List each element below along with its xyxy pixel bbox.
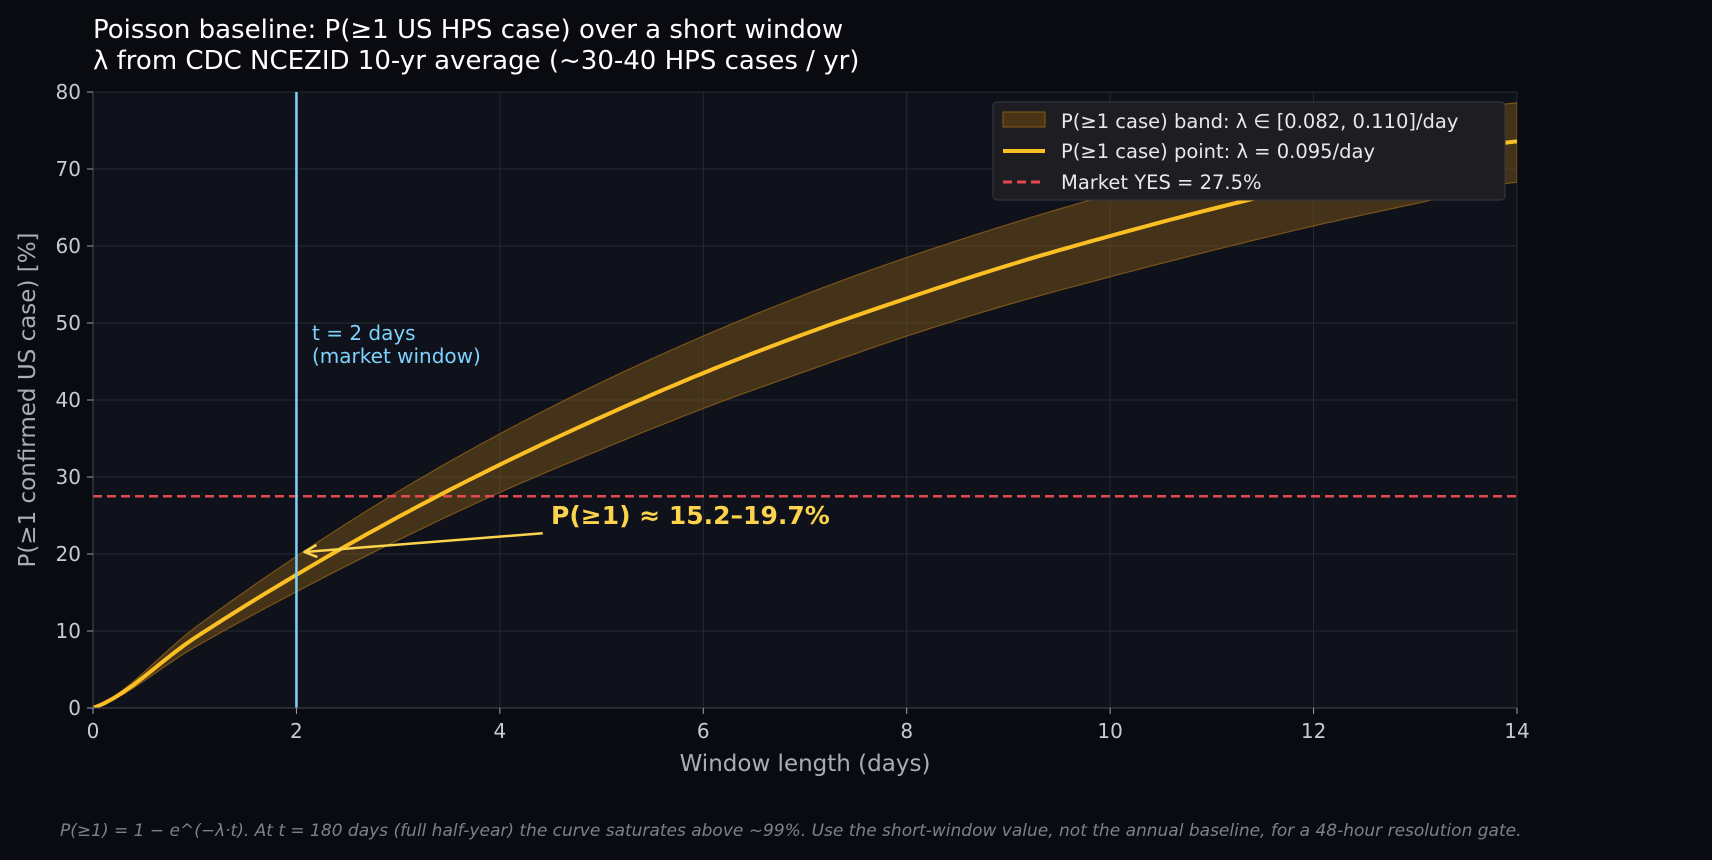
vline-label-line1: t = 2 days (312, 321, 416, 345)
x-tick-label: 6 (697, 719, 710, 743)
x-tick-label: 8 (900, 719, 913, 743)
legend-box (992, 101, 1506, 201)
y-tick-label: 80 (56, 80, 81, 104)
band-layer (93, 102, 1517, 708)
legend-label-band: P(≥1 case) band: λ ∈ [0.082, 0.110]/day (1061, 110, 1458, 133)
legend-label-point: P(≥1 case) point: λ = 0.095/day (1061, 140, 1375, 163)
y-tick-label: 40 (56, 388, 81, 412)
vline-label-line2: (market window) (312, 344, 481, 368)
annotation-arrow (304, 531, 543, 554)
legend: P(≥1 case) band: λ ∈ [0.082, 0.110]/day … (992, 101, 1506, 201)
x-tick-label: 0 (87, 719, 100, 743)
chart-title: Poisson baseline: P(≥1 US HPS case) over… (93, 15, 843, 45)
y-tick-label: 20 (56, 542, 81, 566)
x-tick-label: 10 (1097, 719, 1122, 743)
x-axis-label: Window length (days) (680, 751, 931, 777)
annotation (303, 531, 543, 559)
y-tick-label: 60 (56, 234, 81, 258)
chart-subtitle: λ from CDC NCEZID 10-yr average (~30-40 … (93, 46, 859, 76)
y-tick-label: 10 (56, 619, 81, 643)
legend-label-market: Market YES = 27.5% (1061, 171, 1262, 194)
y-axis-label: P(≥1 confirmed US case) [%] (15, 232, 41, 567)
x-tick-label: 14 (1504, 719, 1529, 743)
y-tick-label: 30 (56, 465, 81, 489)
y-tick-label: 50 (56, 311, 81, 335)
x-tick-label: 12 (1301, 719, 1326, 743)
x-tick-label: 4 (493, 719, 506, 743)
annotation-text: P(≥1) ≈ 15.2–19.7% (551, 501, 830, 530)
annotation-arrowhead (303, 543, 318, 559)
uncertainty-band (93, 102, 1517, 708)
ticks: 0 2 4 6 8 10 12 14 0 10 20 30 40 50 60 70 80 (56, 80, 1530, 743)
legend-swatch-band (1002, 111, 1046, 128)
y-tick-label: 0 (68, 696, 81, 720)
y-tick-label: 70 (56, 157, 81, 181)
x-tick-label: 2 (290, 719, 303, 743)
footnote: P(≥1) = 1 − e^(−λ·t). At t = 180 days (f… (60, 821, 1522, 841)
